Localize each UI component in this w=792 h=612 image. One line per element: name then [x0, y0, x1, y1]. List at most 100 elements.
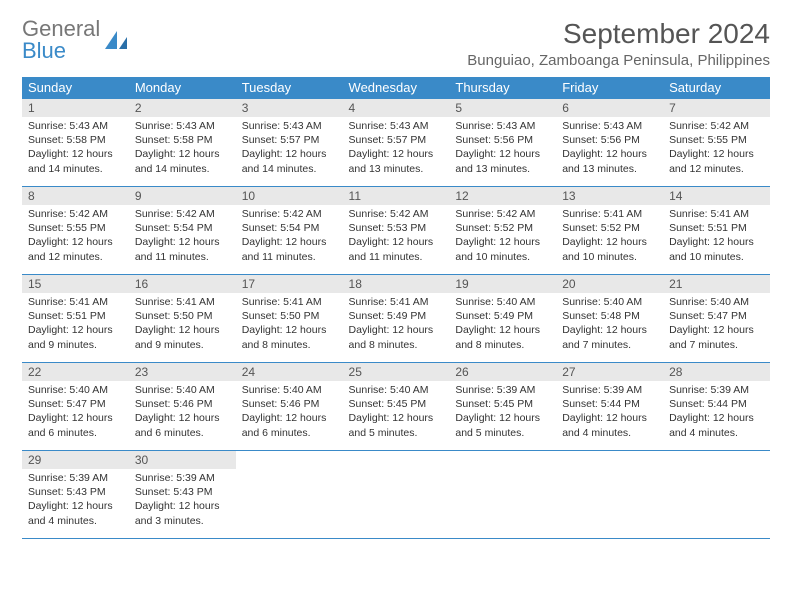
daylight-text: Daylight: 12 hours — [455, 411, 550, 425]
daylight-text2: and 14 minutes. — [242, 162, 337, 176]
calendar-row: 22Sunrise: 5:40 AMSunset: 5:47 PMDayligh… — [22, 363, 770, 451]
daylight-text: Daylight: 12 hours — [349, 147, 444, 161]
sunrise-text: Sunrise: 5:43 AM — [349, 119, 444, 133]
calendar-cell: 3Sunrise: 5:43 AMSunset: 5:57 PMDaylight… — [236, 99, 343, 187]
daylight-text: Daylight: 12 hours — [562, 235, 657, 249]
day-info: Sunrise: 5:40 AMSunset: 5:47 PMDaylight:… — [22, 381, 129, 444]
daylight-text: Daylight: 12 hours — [669, 235, 764, 249]
calendar-cell: 15Sunrise: 5:41 AMSunset: 5:51 PMDayligh… — [22, 275, 129, 363]
sunset-text: Sunset: 5:43 PM — [28, 485, 123, 499]
logo-sail-icon — [103, 29, 129, 51]
daylight-text2: and 8 minutes. — [242, 338, 337, 352]
sunset-text: Sunset: 5:56 PM — [562, 133, 657, 147]
day-number: 13 — [556, 187, 663, 205]
calendar-cell: 22Sunrise: 5:40 AMSunset: 5:47 PMDayligh… — [22, 363, 129, 451]
calendar-row: 29Sunrise: 5:39 AMSunset: 5:43 PMDayligh… — [22, 451, 770, 539]
daylight-text2: and 12 minutes. — [28, 250, 123, 264]
daylight-text2: and 8 minutes. — [455, 338, 550, 352]
sunset-text: Sunset: 5:55 PM — [28, 221, 123, 235]
day-number: 27 — [556, 363, 663, 381]
day-number: 29 — [22, 451, 129, 469]
title-block: September 2024 Bunguiao, Zamboanga Penin… — [467, 18, 770, 69]
daylight-text: Daylight: 12 hours — [28, 411, 123, 425]
sunrise-text: Sunrise: 5:40 AM — [669, 295, 764, 309]
day-number: 1 — [22, 99, 129, 117]
daylight-text: Daylight: 12 hours — [242, 147, 337, 161]
calendar-cell — [556, 451, 663, 539]
sunrise-text: Sunrise: 5:42 AM — [135, 207, 230, 221]
day-number: 10 — [236, 187, 343, 205]
day-info: Sunrise: 5:40 AMSunset: 5:49 PMDaylight:… — [449, 293, 556, 356]
weekday-header: Friday — [556, 77, 663, 99]
day-info: Sunrise: 5:43 AMSunset: 5:58 PMDaylight:… — [22, 117, 129, 180]
day-info: Sunrise: 5:43 AMSunset: 5:56 PMDaylight:… — [556, 117, 663, 180]
day-number: 12 — [449, 187, 556, 205]
daylight-text: Daylight: 12 hours — [242, 235, 337, 249]
calendar-cell: 1Sunrise: 5:43 AMSunset: 5:58 PMDaylight… — [22, 99, 129, 187]
page-subtitle: Bunguiao, Zamboanga Peninsula, Philippin… — [467, 52, 770, 69]
daylight-text2: and 14 minutes. — [28, 162, 123, 176]
sunrise-text: Sunrise: 5:43 AM — [28, 119, 123, 133]
sunset-text: Sunset: 5:48 PM — [562, 309, 657, 323]
calendar-table: Sunday Monday Tuesday Wednesday Thursday… — [22, 77, 770, 539]
daylight-text: Daylight: 12 hours — [562, 411, 657, 425]
day-number: 20 — [556, 275, 663, 293]
day-number: 7 — [663, 99, 770, 117]
daylight-text2: and 10 minutes. — [562, 250, 657, 264]
calendar-cell: 8Sunrise: 5:42 AMSunset: 5:55 PMDaylight… — [22, 187, 129, 275]
weekday-header: Thursday — [449, 77, 556, 99]
daylight-text2: and 5 minutes. — [349, 426, 444, 440]
logo: General Blue — [22, 18, 129, 62]
sunrise-text: Sunrise: 5:40 AM — [28, 383, 123, 397]
sunrise-text: Sunrise: 5:40 AM — [562, 295, 657, 309]
day-number: 17 — [236, 275, 343, 293]
daylight-text2: and 7 minutes. — [562, 338, 657, 352]
sunrise-text: Sunrise: 5:41 AM — [135, 295, 230, 309]
sunset-text: Sunset: 5:57 PM — [349, 133, 444, 147]
calendar-cell: 24Sunrise: 5:40 AMSunset: 5:46 PMDayligh… — [236, 363, 343, 451]
sunset-text: Sunset: 5:57 PM — [242, 133, 337, 147]
daylight-text2: and 3 minutes. — [135, 514, 230, 528]
weekday-header-row: Sunday Monday Tuesday Wednesday Thursday… — [22, 77, 770, 99]
sunrise-text: Sunrise: 5:41 AM — [669, 207, 764, 221]
daylight-text: Daylight: 12 hours — [28, 147, 123, 161]
calendar-cell: 16Sunrise: 5:41 AMSunset: 5:50 PMDayligh… — [129, 275, 236, 363]
calendar-row: 1Sunrise: 5:43 AMSunset: 5:58 PMDaylight… — [22, 99, 770, 187]
sunset-text: Sunset: 5:52 PM — [562, 221, 657, 235]
day-number: 28 — [663, 363, 770, 381]
sunset-text: Sunset: 5:53 PM — [349, 221, 444, 235]
day-info: Sunrise: 5:40 AMSunset: 5:46 PMDaylight:… — [236, 381, 343, 444]
page-title: September 2024 — [467, 18, 770, 50]
sunrise-text: Sunrise: 5:39 AM — [455, 383, 550, 397]
day-info: Sunrise: 5:41 AMSunset: 5:49 PMDaylight:… — [343, 293, 450, 356]
day-info: Sunrise: 5:43 AMSunset: 5:57 PMDaylight:… — [236, 117, 343, 180]
sunrise-text: Sunrise: 5:40 AM — [135, 383, 230, 397]
day-info: Sunrise: 5:41 AMSunset: 5:51 PMDaylight:… — [663, 205, 770, 268]
sunset-text: Sunset: 5:46 PM — [242, 397, 337, 411]
daylight-text2: and 4 minutes. — [669, 426, 764, 440]
sunset-text: Sunset: 5:54 PM — [242, 221, 337, 235]
day-info: Sunrise: 5:43 AMSunset: 5:56 PMDaylight:… — [449, 117, 556, 180]
sunset-text: Sunset: 5:47 PM — [669, 309, 764, 323]
day-info: Sunrise: 5:40 AMSunset: 5:46 PMDaylight:… — [129, 381, 236, 444]
daylight-text2: and 7 minutes. — [669, 338, 764, 352]
sunrise-text: Sunrise: 5:40 AM — [242, 383, 337, 397]
day-info: Sunrise: 5:41 AMSunset: 5:50 PMDaylight:… — [236, 293, 343, 356]
sunrise-text: Sunrise: 5:41 AM — [349, 295, 444, 309]
sunrise-text: Sunrise: 5:40 AM — [349, 383, 444, 397]
calendar-cell: 17Sunrise: 5:41 AMSunset: 5:50 PMDayligh… — [236, 275, 343, 363]
calendar-cell: 6Sunrise: 5:43 AMSunset: 5:56 PMDaylight… — [556, 99, 663, 187]
day-info: Sunrise: 5:42 AMSunset: 5:55 PMDaylight:… — [22, 205, 129, 268]
daylight-text2: and 11 minutes. — [242, 250, 337, 264]
daylight-text: Daylight: 12 hours — [562, 147, 657, 161]
day-number: 3 — [236, 99, 343, 117]
daylight-text2: and 14 minutes. — [135, 162, 230, 176]
calendar-cell: 30Sunrise: 5:39 AMSunset: 5:43 PMDayligh… — [129, 451, 236, 539]
calendar-cell: 26Sunrise: 5:39 AMSunset: 5:45 PMDayligh… — [449, 363, 556, 451]
daylight-text: Daylight: 12 hours — [242, 323, 337, 337]
daylight-text: Daylight: 12 hours — [349, 411, 444, 425]
sunrise-text: Sunrise: 5:43 AM — [455, 119, 550, 133]
daylight-text: Daylight: 12 hours — [28, 235, 123, 249]
day-number: 15 — [22, 275, 129, 293]
sunset-text: Sunset: 5:52 PM — [455, 221, 550, 235]
